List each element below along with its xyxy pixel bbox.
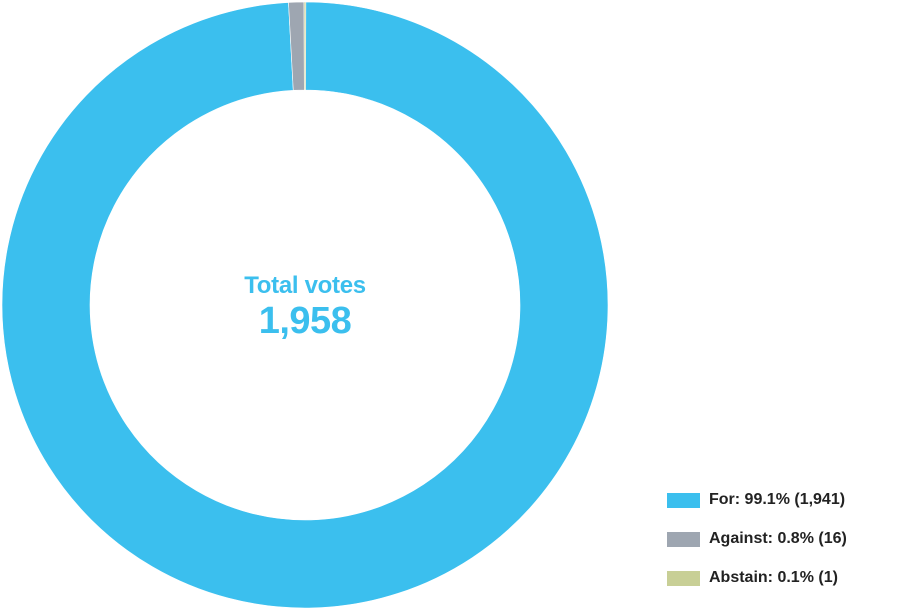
legend-swatch-abstain [667, 570, 700, 586]
legend-label-for: For: 99.1% (1,941) [709, 491, 846, 508]
slice-for [1, 1, 609, 609]
legend-swatch-for [667, 492, 700, 508]
legend: For: 99.1% (1,941) Against: 0.8% (16) Ab… [667, 490, 902, 607]
legend-swatch-against [667, 531, 700, 547]
total-votes-label: Total votes [244, 272, 366, 299]
legend-item-against: Against: 0.8% (16) [667, 529, 902, 549]
legend-item-abstain: Abstain: 0.1% (1) [667, 568, 902, 588]
total-votes-value: 1,958 [258, 300, 352, 342]
legend-label-against: Against: 0.8% (16) [709, 530, 847, 547]
slice-abstain [303, 1, 307, 91]
legend-item-for: For: 99.1% (1,941) [667, 490, 902, 510]
legend-label-abstain: Abstain: 0.1% (1) [709, 569, 838, 586]
center-label: Total votes 1,958 [160, 272, 450, 342]
